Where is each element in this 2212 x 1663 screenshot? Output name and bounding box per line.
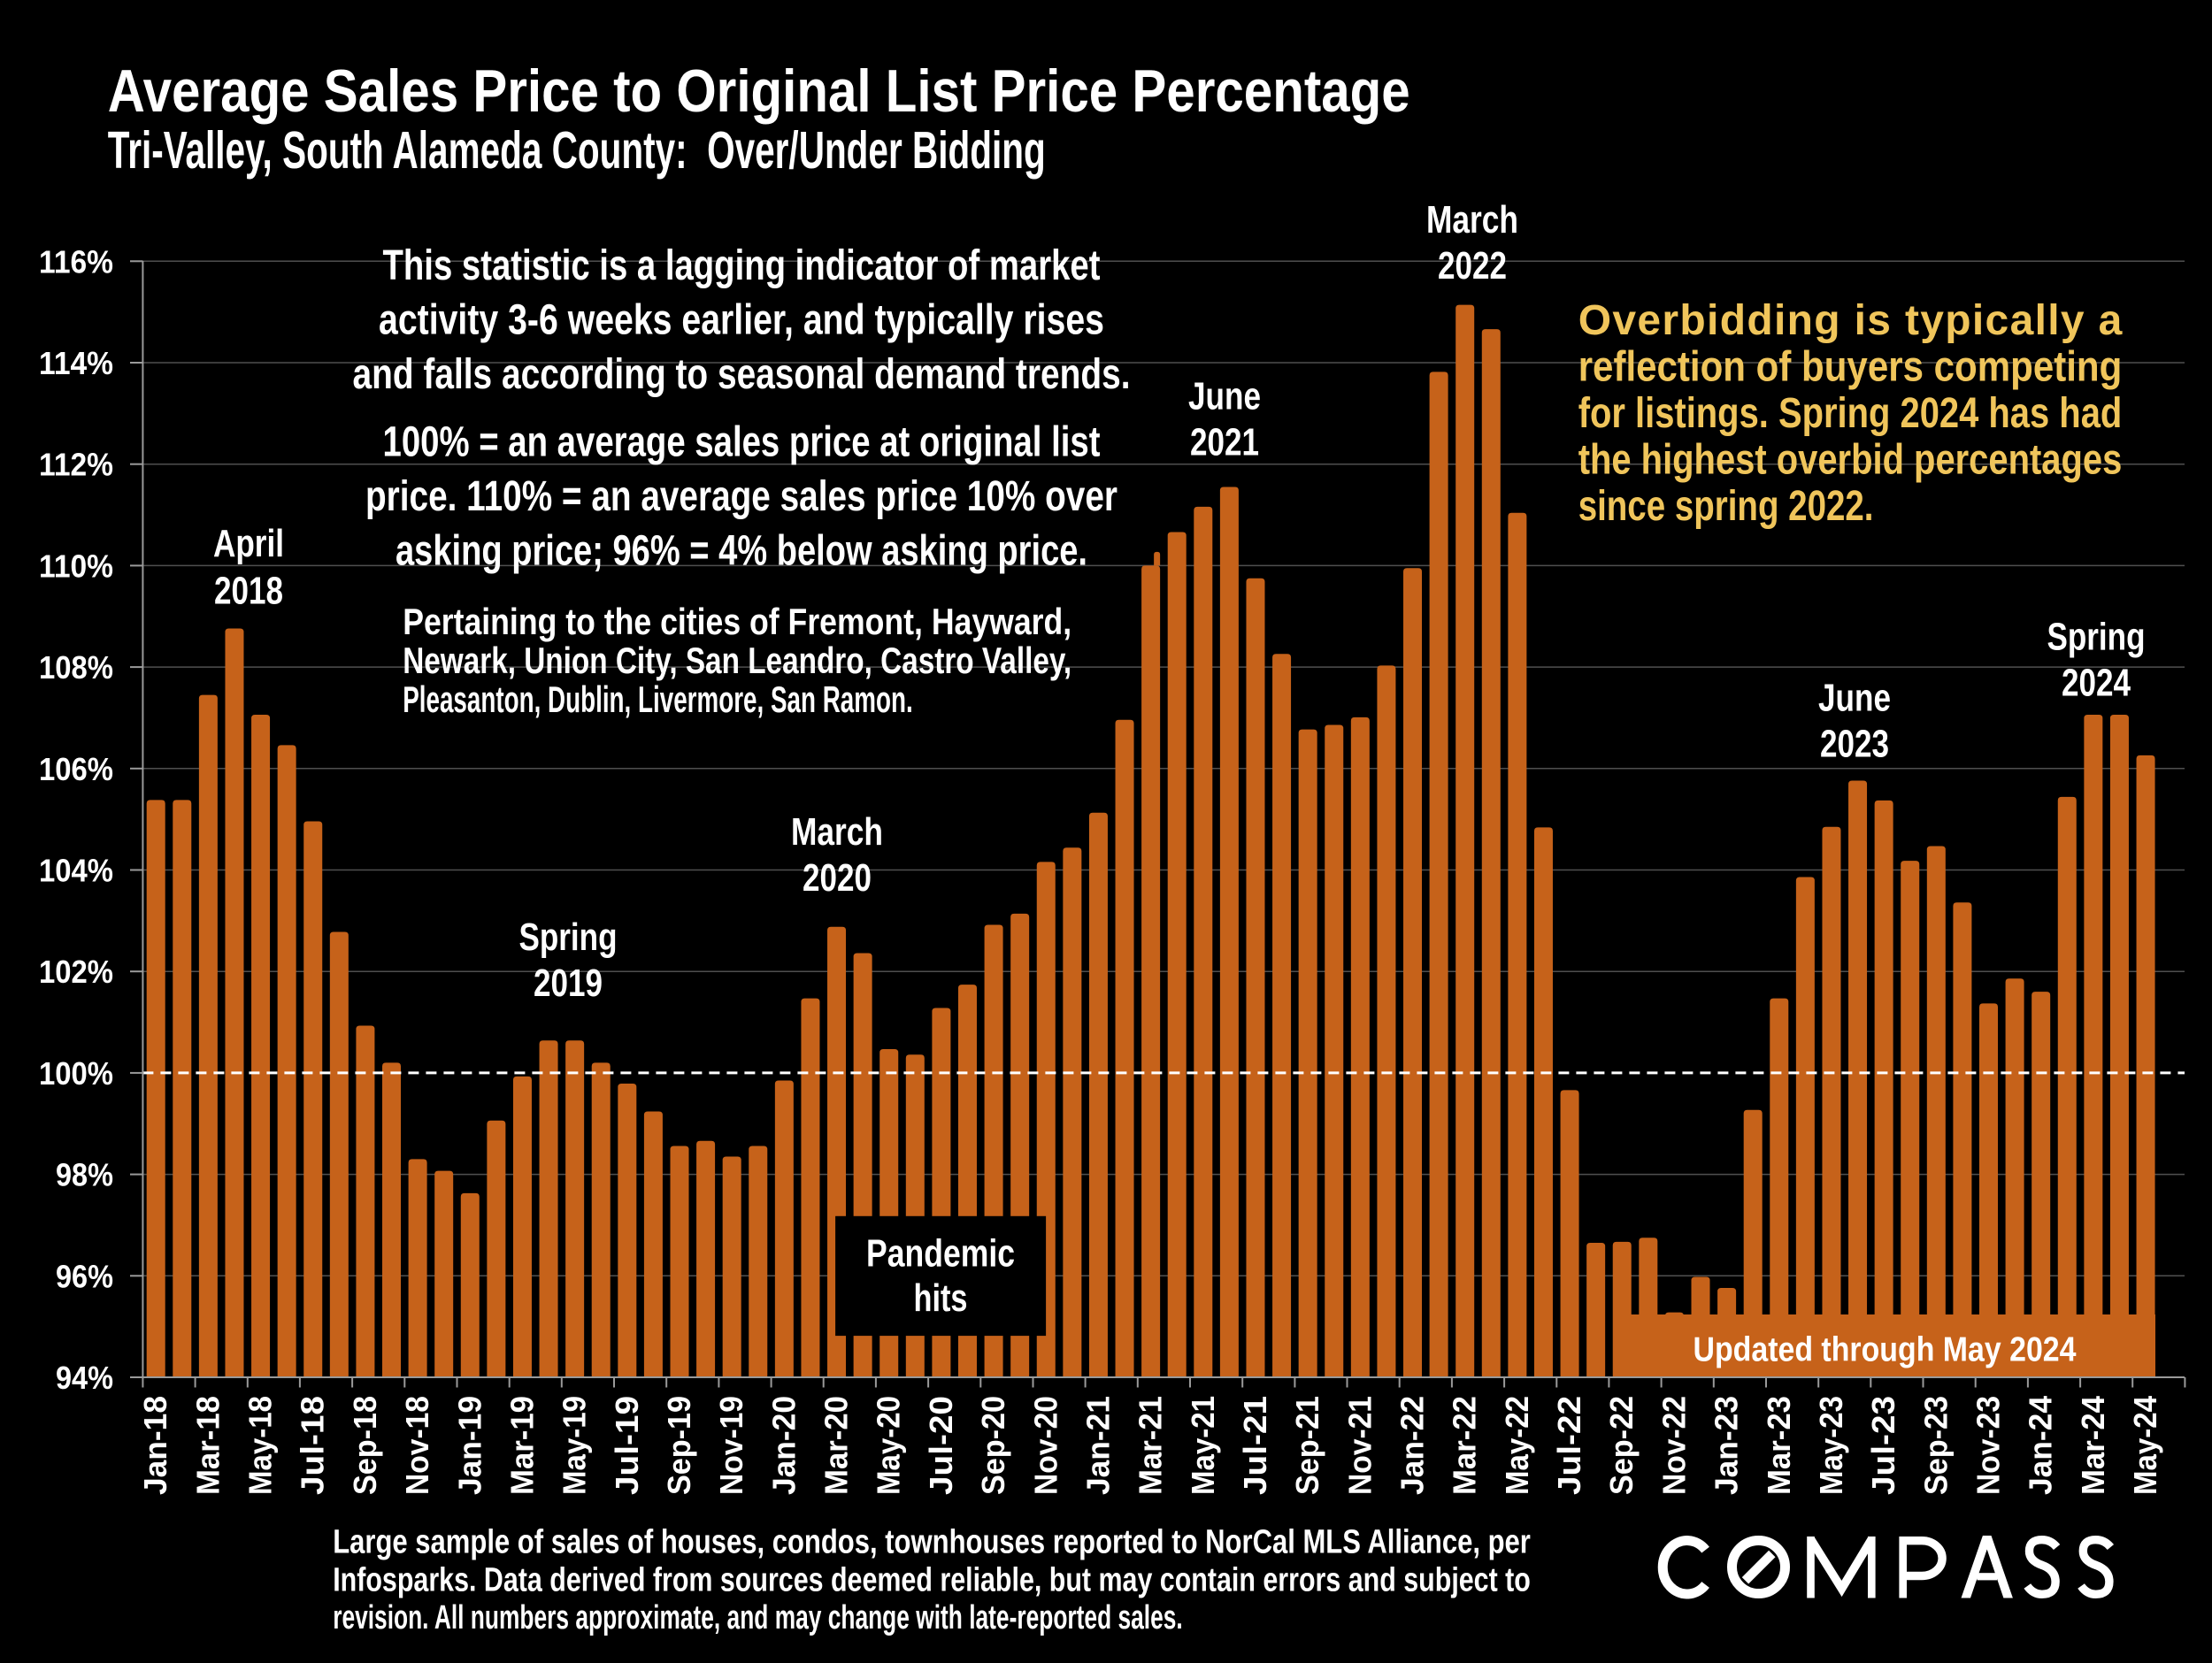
svg-text:Jan-19: Jan-19 — [451, 1396, 488, 1495]
svg-text:106%: 106% — [39, 751, 113, 787]
svg-text:Pertaining to the cities of Fr: Pertaining to the cities of Fremont, Hay… — [403, 601, 1071, 642]
svg-text:Sep-22: Sep-22 — [1603, 1396, 1640, 1495]
svg-text:Jul-22: Jul-22 — [1551, 1396, 1587, 1495]
svg-text:hits: hits — [914, 1276, 968, 1320]
svg-text:for listings. Spring 2024 has: for listings. Spring 2024 has had — [1578, 390, 2123, 437]
svg-text:Jan-20: Jan-20 — [765, 1396, 802, 1495]
svg-text:96%: 96% — [56, 1258, 113, 1294]
svg-text:2024: 2024 — [2062, 662, 2131, 705]
svg-text:April: April — [213, 522, 284, 565]
svg-text:Nov-22: Nov-22 — [1655, 1396, 1692, 1495]
svg-text:Jan-22: Jan-22 — [1394, 1396, 1431, 1495]
svg-text:Sep-20: Sep-20 — [975, 1396, 1011, 1495]
svg-text:112%: 112% — [39, 447, 113, 483]
svg-text:Nov-20: Nov-20 — [1027, 1396, 1064, 1495]
svg-text:Pandemic: Pandemic — [866, 1231, 1015, 1275]
svg-text:May-21: May-21 — [1185, 1396, 1221, 1495]
svg-text:March: March — [791, 810, 883, 854]
svg-text:since spring 2022.: since spring 2022. — [1578, 483, 1874, 530]
svg-text:May-23: May-23 — [1813, 1396, 1849, 1495]
svg-text:Nov-18: Nov-18 — [399, 1396, 435, 1495]
svg-text:108%: 108% — [39, 649, 113, 686]
svg-text:Tri-Valley, South Alameda Coun: Tri-Valley, South Alameda County: Over/U… — [108, 121, 1046, 180]
svg-text:Mar-19: Mar-19 — [504, 1396, 541, 1495]
svg-text:March: March — [1426, 198, 1518, 241]
svg-text:102%: 102% — [39, 954, 113, 990]
svg-text:Newark, Union City, San Leandr: Newark, Union City, San Leandro, Castro … — [403, 640, 1071, 681]
svg-text:Mar-24: Mar-24 — [2075, 1396, 2111, 1495]
svg-text:Pleasanton, Dublin, Livermore,: Pleasanton, Dublin, Livermore, San Ramon… — [403, 678, 912, 720]
svg-text:116%: 116% — [39, 243, 113, 280]
svg-text:2021: 2021 — [1190, 421, 1259, 464]
svg-text:Mar-18: Mar-18 — [189, 1396, 226, 1495]
svg-text:This statistic is a lagging in: This statistic is a lagging indicator of… — [383, 242, 1101, 289]
svg-text:May-19: May-19 — [557, 1396, 593, 1495]
svg-text:Sep-18: Sep-18 — [347, 1396, 383, 1495]
svg-text:114%: 114% — [39, 345, 113, 381]
svg-text:Jul-23: Jul-23 — [1865, 1396, 1901, 1495]
svg-text:Overbidding is typically a: Overbidding is typically a — [1578, 297, 2123, 344]
svg-text:Jan-24: Jan-24 — [2023, 1396, 2059, 1495]
svg-text:Jan-21: Jan-21 — [1079, 1396, 1116, 1495]
svg-text:Jan-23: Jan-23 — [1709, 1396, 1745, 1495]
svg-text:Mar-22: Mar-22 — [1447, 1396, 1483, 1495]
svg-text:100%: 100% — [39, 1055, 113, 1092]
svg-text:2023: 2023 — [1820, 722, 1889, 765]
svg-text:Mar-23: Mar-23 — [1761, 1396, 1797, 1495]
svg-text:2018: 2018 — [214, 570, 283, 613]
svg-text:May-24: May-24 — [2127, 1396, 2163, 1495]
svg-text:asking price; 96% = 4% below a: asking price; 96% = 4% below asking pric… — [396, 527, 1087, 574]
svg-text:2019: 2019 — [534, 962, 603, 1005]
svg-text:Mar-20: Mar-20 — [818, 1396, 855, 1495]
svg-text:110%: 110% — [39, 548, 113, 584]
svg-text:May-20: May-20 — [871, 1396, 907, 1495]
svg-text:Sep-21: Sep-21 — [1289, 1396, 1325, 1495]
svg-text:100% = an average sales price: 100% = an average sales price at origina… — [383, 419, 1101, 466]
svg-text:2022: 2022 — [1438, 244, 1507, 287]
svg-text:and falls according to seasona: and falls according to seasonal demand t… — [353, 351, 1131, 398]
svg-text:reflection of buyers competing: reflection of buyers competing — [1578, 344, 2123, 391]
svg-text:May-18: May-18 — [242, 1396, 279, 1495]
svg-text:Sep-23: Sep-23 — [1917, 1396, 1954, 1495]
svg-text:Infosparks. Data derived from: Infosparks. Data derived from sources de… — [333, 1561, 1531, 1598]
svg-text:activity 3-6 weeks earlier, an: activity 3-6 weeks earlier, and typicall… — [379, 296, 1104, 343]
svg-text:Mar-21: Mar-21 — [1133, 1396, 1169, 1495]
svg-text:revision. All numbers approxim: revision. All numbers approximate, and m… — [333, 1599, 1182, 1636]
svg-text:Average Sales Price to Origina: Average Sales Price to Original List Pri… — [108, 57, 1410, 125]
svg-text:Sep-19: Sep-19 — [661, 1396, 697, 1495]
svg-text:Nov-21: Nov-21 — [1341, 1396, 1378, 1495]
svg-text:Jul-19: Jul-19 — [609, 1396, 645, 1495]
svg-text:Jul-18: Jul-18 — [295, 1396, 331, 1495]
svg-text:price. 110% = an average sales: price. 110% = an average sales price 10%… — [365, 473, 1118, 520]
svg-text:the highest overbid percentage: the highest overbid percentages — [1578, 437, 2123, 484]
svg-text:Nov-19: Nov-19 — [713, 1396, 749, 1495]
svg-text:June: June — [1188, 375, 1261, 418]
svg-text:Spring: Spring — [2047, 616, 2146, 659]
svg-text:May-22: May-22 — [1499, 1396, 1535, 1495]
svg-text:104%: 104% — [39, 853, 113, 889]
svg-text:Spring: Spring — [519, 916, 618, 959]
svg-text:Nov-23: Nov-23 — [1970, 1396, 2007, 1495]
svg-text:June: June — [1818, 676, 1891, 719]
svg-text:98%: 98% — [56, 1157, 113, 1193]
svg-text:2020: 2020 — [803, 856, 872, 900]
svg-text:Jul-21: Jul-21 — [1237, 1396, 1273, 1495]
svg-text:Jul-20: Jul-20 — [923, 1396, 959, 1495]
svg-text:Large sample of sales of house: Large sample of sales of houses, condos,… — [333, 1524, 1531, 1561]
svg-text:Jan-18: Jan-18 — [137, 1396, 173, 1495]
svg-text:Updated through May 2024: Updated through May 2024 — [1694, 1331, 2077, 1369]
svg-text:94%: 94% — [56, 1360, 113, 1396]
